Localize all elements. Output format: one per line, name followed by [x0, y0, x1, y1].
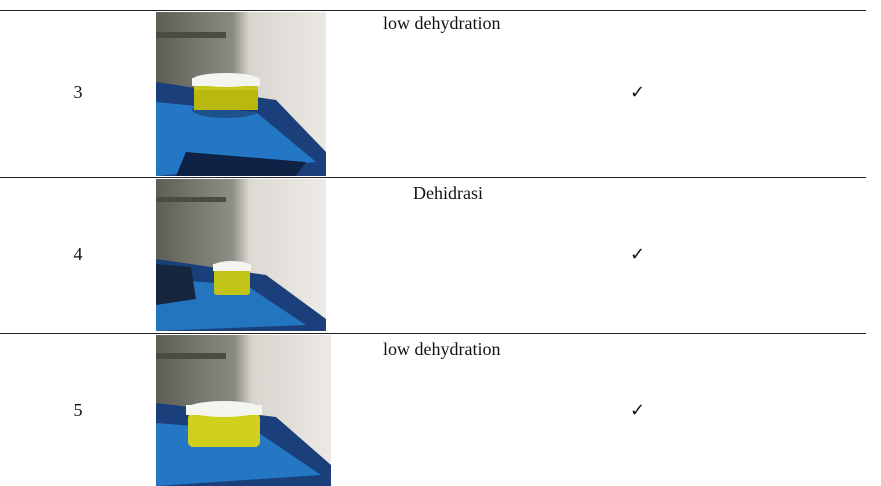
row-number: 4 — [60, 244, 96, 265]
row-number: 3 — [60, 82, 96, 103]
urine-photo — [156, 12, 326, 176]
row-number: 5 — [60, 400, 96, 421]
urine-photo — [156, 335, 331, 486]
row-check: ✓ — [630, 244, 645, 265]
row-label: Dehidrasi — [413, 183, 483, 204]
row-label: low dehydration — [383, 13, 500, 34]
row-rule — [0, 10, 866, 11]
row-check: ✓ — [630, 400, 645, 421]
row-check: ✓ — [630, 82, 645, 103]
row-label: low dehydration — [383, 339, 500, 360]
urine-photo — [156, 179, 326, 331]
table-page: 3 low dehydration ✓ 4 Dehidrasi ✓ 5 — [0, 0, 881, 486]
row-rule — [0, 177, 866, 178]
row-rule — [0, 333, 866, 334]
